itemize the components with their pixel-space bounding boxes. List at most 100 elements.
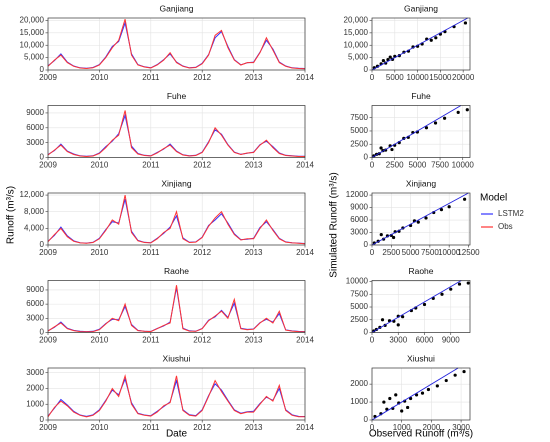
x-tick-label: 2009 xyxy=(39,336,57,345)
panel-title: Xinjiang xyxy=(161,178,192,188)
x-tick-label: 2009 xyxy=(39,248,57,257)
x-tick-label: 2012 xyxy=(193,336,211,345)
panel-title: Xiushui xyxy=(163,353,191,363)
x-tick-label: 2012 xyxy=(193,423,211,432)
panel xyxy=(372,368,470,420)
scatter-point xyxy=(394,393,398,397)
y-tick-label: 2000 xyxy=(350,379,368,388)
y-tick-label: 10,000 xyxy=(20,40,45,49)
x-tick-label: 12500 xyxy=(457,248,480,257)
x-tick-label: 2010 xyxy=(91,161,109,170)
legend-label: LSTM2 xyxy=(498,209,524,218)
x-tick-label: 2010 xyxy=(91,423,109,432)
scatter-point xyxy=(388,55,392,59)
scatter-point xyxy=(466,281,470,285)
series-line xyxy=(47,110,305,158)
y-tick-label: 0 xyxy=(364,65,369,74)
y-tick-label: 5000 xyxy=(350,126,368,135)
x-tick-label: 2011 xyxy=(142,73,160,82)
panel-title: Xinjiang xyxy=(406,178,437,188)
scatter-point xyxy=(422,302,427,307)
y-tick-label: 0 xyxy=(364,240,369,249)
scatter-point xyxy=(465,108,469,112)
panel-border xyxy=(47,17,306,71)
x-tick-label: 0 xyxy=(370,336,375,345)
y-tick-label: 5,000 xyxy=(348,53,369,62)
scatter-point xyxy=(463,21,468,25)
series-line xyxy=(47,194,306,245)
y-tick-label: 0 xyxy=(364,153,369,162)
scatter-point xyxy=(435,384,439,388)
scatter-point xyxy=(447,205,451,209)
x-tick-label: 2009 xyxy=(39,161,57,170)
panel-border xyxy=(371,280,471,333)
scatter-point xyxy=(453,373,457,377)
y-tick-label: 20,000 xyxy=(20,16,45,25)
y-tick-label: 6000 xyxy=(26,123,44,132)
y-tick-label: 8,000 xyxy=(24,207,45,216)
x-tick-label: 0 xyxy=(370,423,375,432)
panel-border xyxy=(47,280,306,333)
panel-title: Ganjiang xyxy=(404,3,438,13)
scatter-point xyxy=(400,409,404,413)
y-tick-label: 12000 xyxy=(346,190,369,199)
scatter-point xyxy=(462,197,467,201)
x-tick-label: 3000 xyxy=(389,336,407,345)
y-tick-label: 20,000 xyxy=(344,16,369,25)
scatter-point xyxy=(457,282,462,286)
x-tick-label: 2011 xyxy=(142,161,160,170)
x-tick-label: 2000 xyxy=(422,423,440,432)
identity-line xyxy=(371,280,462,333)
scatter-point xyxy=(401,315,405,319)
y-tick-label: 2000 xyxy=(26,384,44,393)
y-tick-label: 7500 xyxy=(350,289,368,298)
scatter-point xyxy=(456,110,460,114)
panel-border xyxy=(371,192,471,246)
y-tick-label: 1000 xyxy=(350,397,368,406)
panel-title: Raohe xyxy=(408,266,433,276)
y-tick-label: 0 xyxy=(364,328,369,337)
x-tick-label: 2013 xyxy=(245,161,263,170)
scatter-point xyxy=(462,369,466,374)
scatter-point xyxy=(424,216,428,220)
y-tick-label: 1000 xyxy=(26,399,44,408)
panel-title: Xiushui xyxy=(407,353,435,363)
scatter-point xyxy=(416,220,420,224)
x-tick-label: 2014 xyxy=(296,73,314,82)
x-tick-label: 2010 xyxy=(91,73,109,82)
series-line xyxy=(47,285,306,333)
x-tick-label: 2014 xyxy=(296,336,314,345)
x-tick-label: 2500 xyxy=(382,248,400,257)
panel-border xyxy=(371,105,471,158)
y-tick-label: 3000 xyxy=(350,228,368,237)
left-y-axis-title: Runoff (m³/s) xyxy=(6,186,17,244)
x-tick-label: 6000 xyxy=(416,336,434,345)
panel xyxy=(372,105,470,158)
panel-border xyxy=(371,17,471,71)
scatter-point xyxy=(434,36,438,40)
panel-border xyxy=(47,192,306,246)
y-tick-label: 0 xyxy=(364,415,369,424)
y-tick-label: 0 xyxy=(40,328,45,337)
scatter-point xyxy=(406,405,410,410)
y-tick-label: 5000 xyxy=(350,302,368,311)
scatter-point xyxy=(426,387,431,392)
y-tick-label: 3000 xyxy=(26,138,44,147)
panel-border xyxy=(47,105,306,158)
y-tick-label: 15,000 xyxy=(20,28,45,37)
scatter-point xyxy=(388,396,392,401)
x-tick-label: 10000 xyxy=(438,248,461,257)
y-tick-label: 15,000 xyxy=(344,28,369,37)
x-tick-label: 0 xyxy=(370,248,375,257)
x-axis-title: Date xyxy=(166,429,188,440)
x-tick-label: 2012 xyxy=(193,248,211,257)
x-tick-label: 0 xyxy=(370,73,375,82)
scatter-point xyxy=(429,38,433,42)
x-tick-label: 2013 xyxy=(245,336,263,345)
x-tick-label: 0 xyxy=(370,161,375,170)
panel xyxy=(372,280,470,333)
y-tick-label: 12,000 xyxy=(20,190,45,199)
scatter-point xyxy=(449,287,453,291)
panel-title: Fuhe xyxy=(411,91,431,101)
x-axis-title: Observed Runoff (m³/s) xyxy=(369,429,473,440)
